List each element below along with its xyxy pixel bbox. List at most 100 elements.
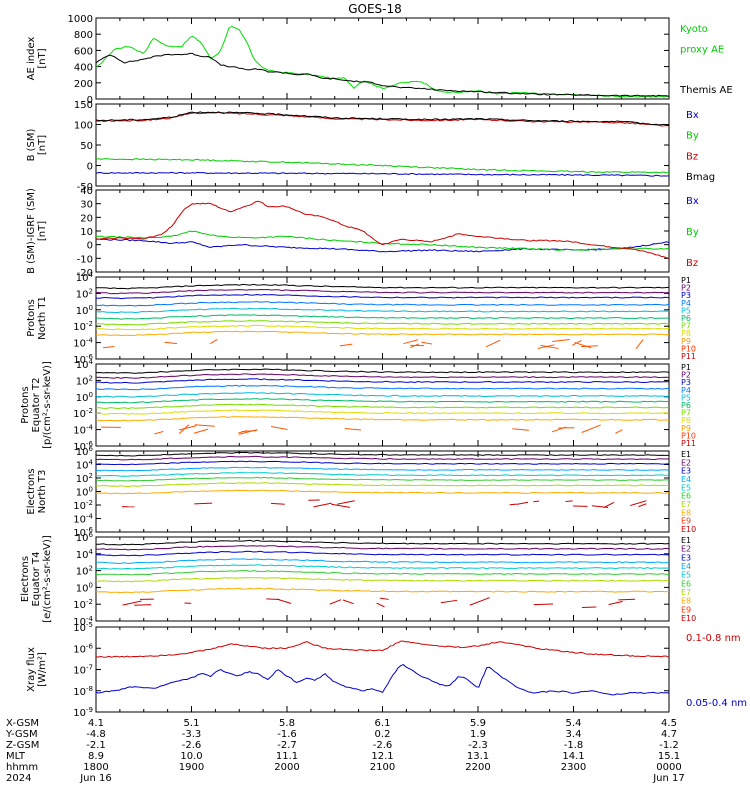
panel-4-series-p2 bbox=[96, 290, 669, 294]
panel-2-ytick-label: 50 bbox=[80, 141, 93, 152]
panel-5-ylabel: [p/(cm²-s-sr-keV)] bbox=[42, 361, 53, 449]
panel-4-series-p10 bbox=[210, 339, 217, 343]
panel-4-series-p10 bbox=[340, 344, 353, 346]
panel-6-series-e9 bbox=[510, 504, 517, 505]
panel-7-legend-e7: E7 bbox=[681, 588, 691, 597]
panel-1-frame bbox=[96, 18, 669, 99]
panel-3-ytick-label: 10 bbox=[80, 227, 93, 238]
panel-5-legend-p11: P11 bbox=[681, 439, 696, 448]
panel-5-ytick-label: 100 bbox=[76, 391, 93, 404]
panel-6-series-e9 bbox=[638, 504, 646, 507]
panel-4-series-p8 bbox=[96, 325, 669, 329]
panel-3-ytick-label: 30 bbox=[80, 200, 93, 211]
panel-2-series-by bbox=[96, 159, 669, 173]
ephemeris-row-label: Y-GSM bbox=[5, 729, 38, 740]
panel-7-legend-e10: E10 bbox=[681, 614, 696, 623]
panel-7-series-e6 bbox=[96, 571, 669, 575]
panel-5-ylabel: Protons bbox=[20, 386, 31, 423]
panel-5-series-p2 bbox=[96, 374, 669, 378]
panel-7-series-e9 bbox=[134, 605, 151, 606]
panel-6-series-e5 bbox=[96, 473, 669, 477]
panel-6-ytick-label: 100 bbox=[76, 486, 93, 499]
ephemeris-value: 0.2 bbox=[375, 729, 391, 740]
panel-6-ytick-label: 10-2 bbox=[73, 499, 93, 512]
panel-1-ytick-label: 800 bbox=[74, 30, 93, 41]
ephemeris-value: 15.1 bbox=[658, 751, 680, 762]
panel-7-legend-e5: E5 bbox=[681, 571, 691, 580]
panel-7-series-e5 bbox=[96, 565, 669, 569]
panel-3-legend-bx: Bx bbox=[686, 196, 699, 207]
panel-5-ytick-label: 102 bbox=[76, 374, 93, 387]
panel-6-series-e6 bbox=[96, 477, 669, 481]
panel-5-series-p9 bbox=[96, 417, 669, 421]
panel-7-ytick-label: 10-2 bbox=[73, 598, 93, 611]
panel-8-ylabel: [W/m²] bbox=[37, 652, 48, 687]
panel-6-series-e3 bbox=[96, 461, 669, 465]
panel-7-series-e9 bbox=[380, 598, 389, 599]
panel-8-legend-0-05-0-4-nm: 0.05-0.4 nm bbox=[686, 698, 747, 709]
panel-7-series-e9 bbox=[470, 598, 490, 606]
ephemeris-value: Jun 17 bbox=[652, 773, 685, 784]
ephemeris-value: 5.4 bbox=[566, 718, 582, 729]
ephemeris-value: 13.1 bbox=[467, 751, 489, 762]
panel-4-series-p10 bbox=[581, 346, 598, 347]
panel-1-ylabel: AE index bbox=[26, 37, 37, 81]
panel-4-series-p10 bbox=[636, 340, 643, 349]
panel-2-legend-bmag: Bmag bbox=[686, 172, 715, 183]
panel-4-series-p1 bbox=[96, 284, 669, 289]
panel-4-ytick-label: 10-2 bbox=[73, 320, 93, 333]
ephemeris-value: -3.3 bbox=[182, 729, 202, 740]
panel-5-series-p6 bbox=[96, 399, 669, 403]
ephemeris-value: 4.7 bbox=[661, 729, 677, 740]
panel-3-legend-bz: Bz bbox=[686, 258, 698, 269]
panel-5-series-p10 bbox=[194, 429, 208, 433]
panel-8-ytick-label: 10-6 bbox=[73, 642, 93, 655]
ephemeris-value: -2.3 bbox=[468, 740, 488, 751]
panel-7-series-e9 bbox=[441, 600, 457, 602]
ephemeris-value: 5.8 bbox=[279, 718, 295, 729]
ephemeris-value: -2.1 bbox=[86, 740, 106, 751]
panel-6-series-e9 bbox=[337, 501, 355, 505]
panel-3-ytick-label: 0 bbox=[87, 241, 93, 252]
panel-1-ytick-label: 600 bbox=[74, 46, 93, 57]
panel-7-series-e9 bbox=[618, 599, 635, 600]
ephemeris-value: 1900 bbox=[179, 762, 204, 773]
panel-1-series-themis-ae bbox=[96, 53, 669, 96]
panel-2-ytick-label: 150 bbox=[74, 100, 93, 111]
panel-7-series-e4 bbox=[96, 559, 669, 564]
panel-7-series-e9 bbox=[534, 604, 553, 605]
panel-6-series-e9 bbox=[517, 502, 528, 504]
panel-5-series-p10 bbox=[271, 426, 287, 429]
panel-3-legend-by: By bbox=[686, 227, 699, 238]
panel-6-ytick-label: 102 bbox=[76, 472, 93, 485]
panel-3-ytick-label: -10 bbox=[77, 254, 93, 265]
panel-3-series-by bbox=[96, 231, 669, 250]
panel-4-series-p10 bbox=[165, 342, 178, 343]
panel-5-series-p10 bbox=[615, 430, 622, 434]
ephemeris-value: 1.9 bbox=[470, 729, 486, 740]
panel-4-ytick-label: 100 bbox=[76, 304, 93, 317]
ephemeris-value: 8.9 bbox=[88, 751, 104, 762]
panel-8-ytick-label: 10-5 bbox=[73, 621, 93, 634]
panel-4-series-p4 bbox=[96, 302, 669, 306]
panel-6-series-e9 bbox=[313, 503, 331, 507]
ephemeris-row-label: X-GSM bbox=[6, 718, 39, 729]
panel-7-series-e2 bbox=[96, 546, 669, 550]
panel-2-legend-bz: Bz bbox=[686, 151, 698, 162]
panel-2-legend-by: By bbox=[686, 131, 699, 142]
panel-1-ytick-label: 400 bbox=[74, 63, 93, 74]
panel-1-series-kyoto-proxy-ae bbox=[96, 27, 669, 98]
panel-6-legend-e10: E10 bbox=[681, 525, 696, 534]
panel-6-ytick-label: 104 bbox=[76, 459, 94, 472]
panel-8-ylabel: Xray flux bbox=[26, 647, 37, 692]
panel-5-series-p4 bbox=[96, 385, 669, 389]
panel-7-ylabel: [e/(cm²-s-sr-keV)] bbox=[42, 535, 53, 623]
panel-8-ytick-label: 10-8 bbox=[73, 685, 93, 698]
ephemeris-row-label: 2024 bbox=[6, 773, 31, 784]
panel-7-series-e9 bbox=[377, 603, 385, 607]
ephemeris-value: 1800 bbox=[83, 762, 108, 773]
panel-2-series-bx bbox=[96, 172, 669, 176]
ephemeris-value: 10.0 bbox=[180, 751, 202, 762]
panel-7-series-e9 bbox=[277, 599, 291, 603]
